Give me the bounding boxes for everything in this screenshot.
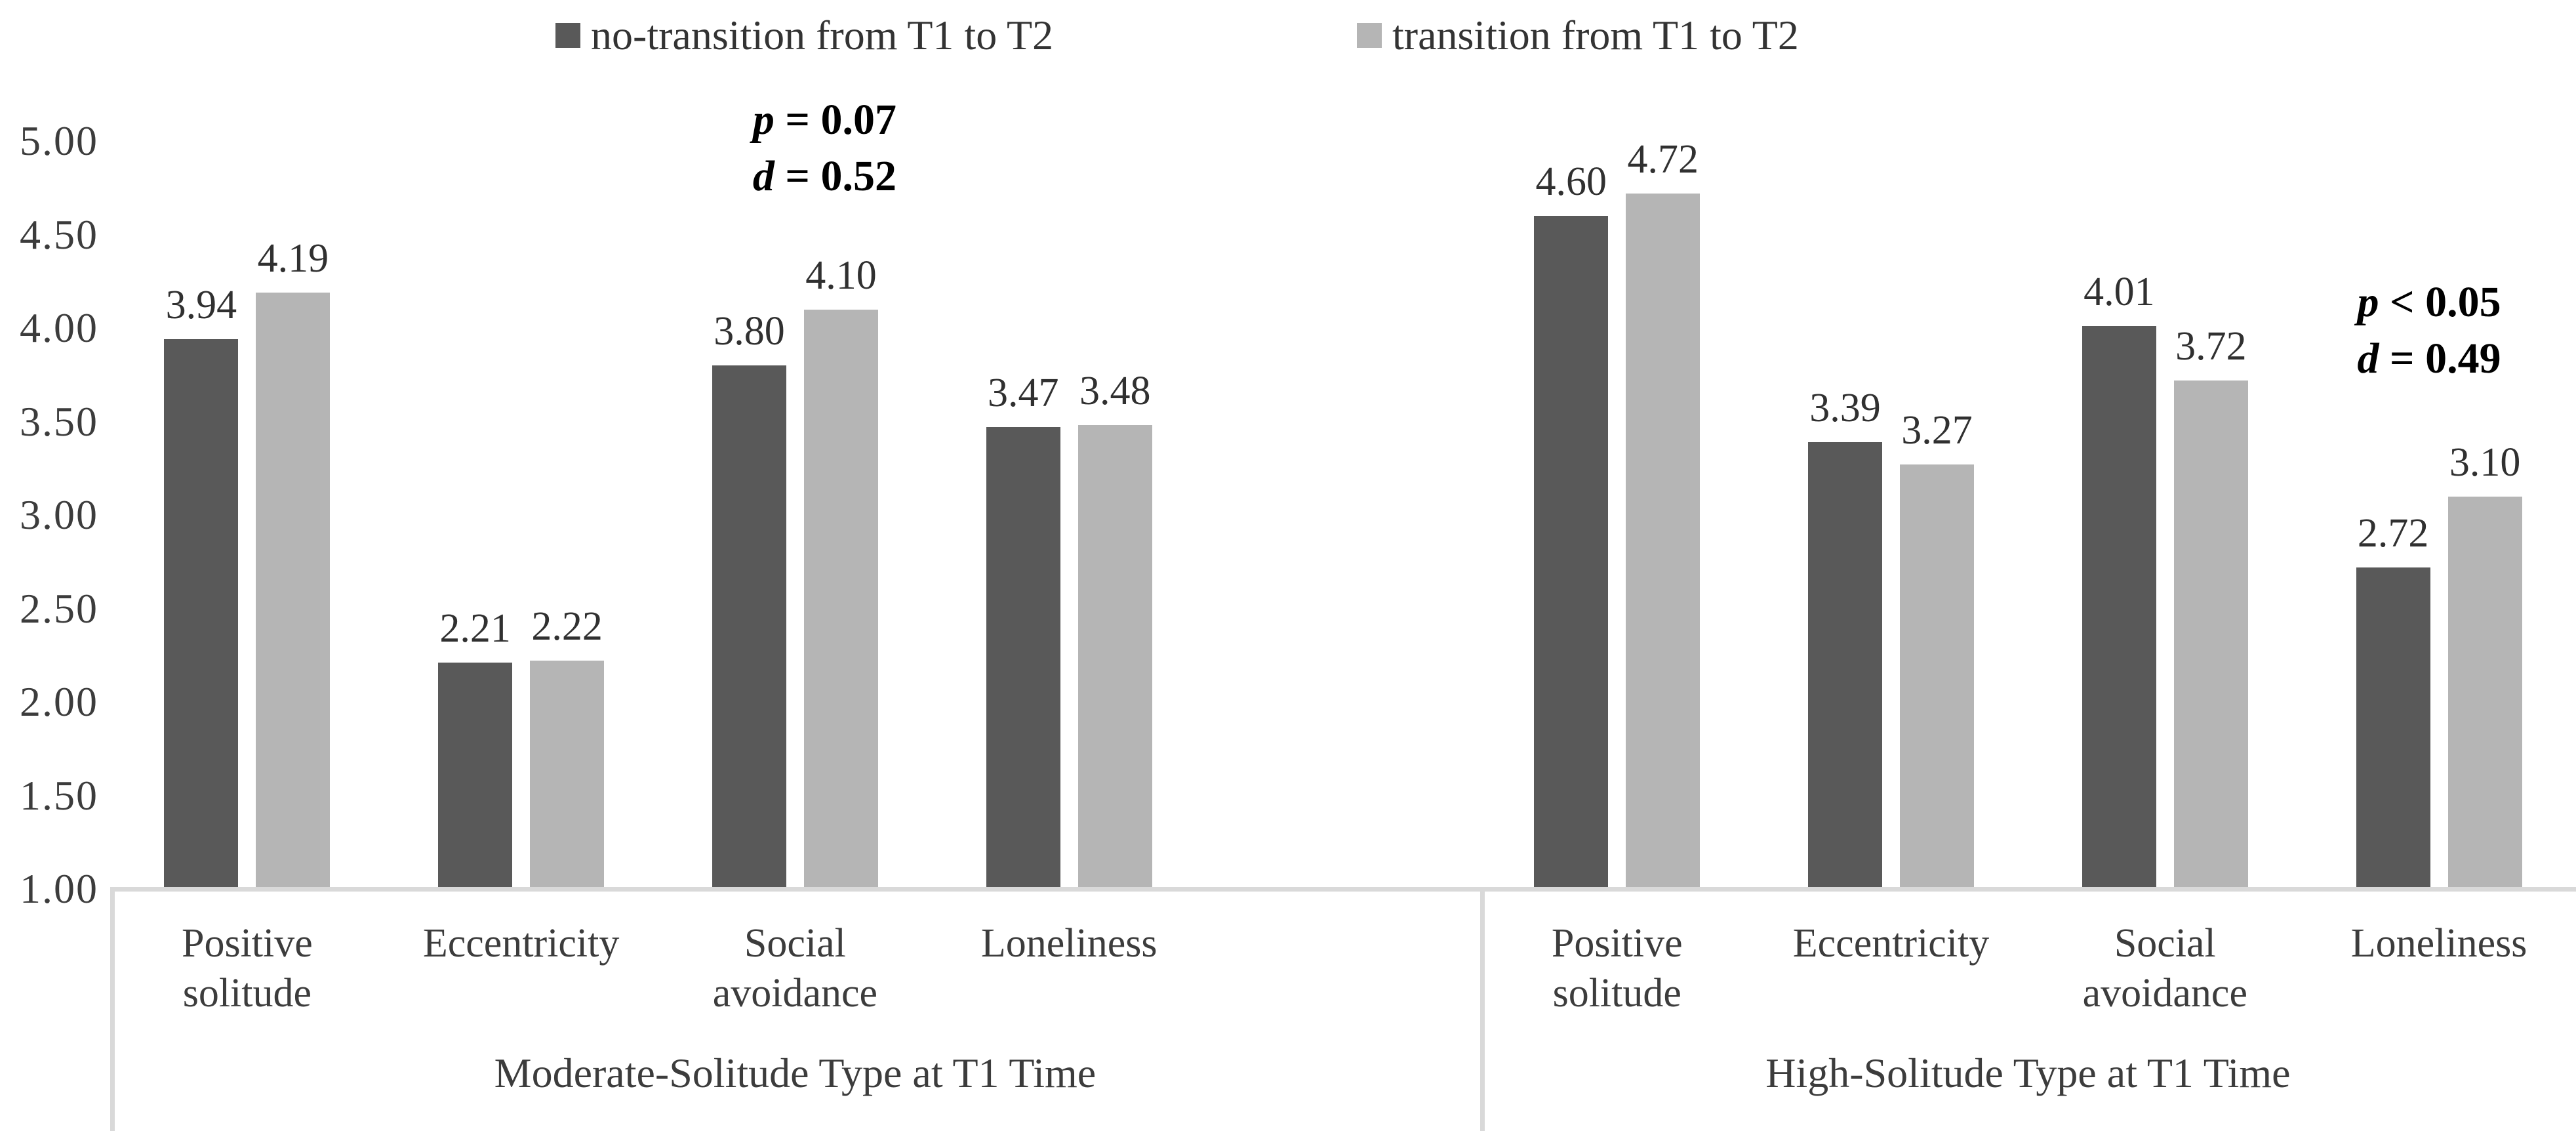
bar-value-label: 3.72 — [2175, 323, 2247, 369]
bar-no-transition — [2082, 326, 2156, 889]
bar-transition — [1626, 193, 1701, 889]
category-label: Social avoidance — [712, 921, 878, 1016]
bar-transition — [530, 661, 605, 889]
bar-transition — [2173, 380, 2248, 889]
bar-value-label: 2.72 — [2357, 510, 2429, 556]
legend: no-transition from T1 to T2 transition fr… — [0, 9, 2576, 68]
stat-symbol: d — [2357, 335, 2379, 382]
group-label: High-Solitude Type at T1 Time — [1765, 1050, 2291, 1096]
bar-value-label: 4.72 — [1627, 136, 1699, 182]
bar-no-transition — [1534, 216, 1609, 889]
bar-value-label: 4.10 — [805, 253, 877, 298]
bar-value-label: 2.22 — [531, 604, 603, 649]
bar-value-label: 4.01 — [2083, 270, 2155, 315]
bar-transition — [1077, 425, 1152, 889]
bar-no-transition — [2356, 567, 2430, 889]
bar-value-label: 3.94 — [165, 283, 237, 328]
bar-no-transition — [986, 427, 1060, 889]
bar-no-transition — [438, 663, 513, 889]
bar-value-label: 2.21 — [439, 606, 511, 651]
bar-transition — [1900, 464, 1975, 889]
stat-annotation: p < 0.05 d = 0.49 — [2357, 278, 2501, 382]
legend-swatch-icon — [555, 23, 580, 48]
category-label: Social avoidance — [2082, 921, 2247, 1016]
bar-transition — [256, 292, 331, 889]
y-tick-label: 5.00 — [20, 117, 98, 164]
group-divider — [1480, 887, 1485, 1131]
y-tick-label: 3.00 — [20, 491, 98, 538]
axis-box-left-border — [110, 887, 115, 1131]
axis-baseline — [110, 887, 2576, 892]
group-label: Moderate-Solitude Type at T1 Time — [494, 1050, 1097, 1096]
y-tick-label: 1.00 — [20, 865, 98, 912]
category-label: Positive solitude — [181, 921, 313, 1016]
bar-transition — [2447, 496, 2522, 889]
y-tick-label: 4.00 — [20, 304, 98, 351]
stat-symbol: d — [752, 152, 775, 200]
category-label: Loneliness — [2350, 921, 2527, 966]
bar-value-label: 3.48 — [1079, 369, 1151, 414]
legend-swatch-icon — [1357, 23, 1382, 48]
category-label: Positive solitude — [1551, 921, 1683, 1016]
stat-symbol: p — [752, 96, 775, 144]
category-label: Loneliness — [980, 921, 1157, 966]
legend-item: transition from T1 to T2 — [1357, 9, 1799, 62]
y-tick-label: 3.50 — [20, 398, 98, 445]
bar-value-label: 4.19 — [257, 236, 329, 281]
bar-value-label: 3.27 — [1901, 408, 1973, 453]
bar-value-label: 3.39 — [1809, 385, 1881, 430]
bar-no-transition — [164, 339, 239, 889]
bar-value-label: 3.47 — [987, 371, 1059, 416]
y-tick-label: 2.50 — [20, 585, 98, 632]
bar-value-label: 4.60 — [1535, 159, 1607, 204]
category-label: Eccentricity — [422, 921, 620, 966]
legend-item: no-transition from T1 to T2 — [555, 9, 1053, 62]
bar-no-transition — [712, 365, 786, 889]
category-label: Eccentricity — [1792, 921, 1990, 966]
bar-transition — [803, 309, 878, 889]
bar-no-transition — [1808, 442, 1883, 889]
bar-value-label: 3.10 — [2449, 440, 2521, 485]
legend-label: transition from T1 to T2 — [1392, 12, 1799, 58]
y-tick-label: 1.50 — [20, 771, 98, 819]
stat-annotation: p = 0.07 d = 0.52 — [752, 96, 896, 200]
legend-label: no-transition from T1 to T2 — [591, 12, 1054, 58]
y-tick-label: 2.00 — [20, 678, 98, 725]
bar-value-label: 3.80 — [714, 309, 785, 354]
stat-symbol: p — [2357, 278, 2379, 326]
y-tick-label: 4.50 — [20, 211, 98, 258]
